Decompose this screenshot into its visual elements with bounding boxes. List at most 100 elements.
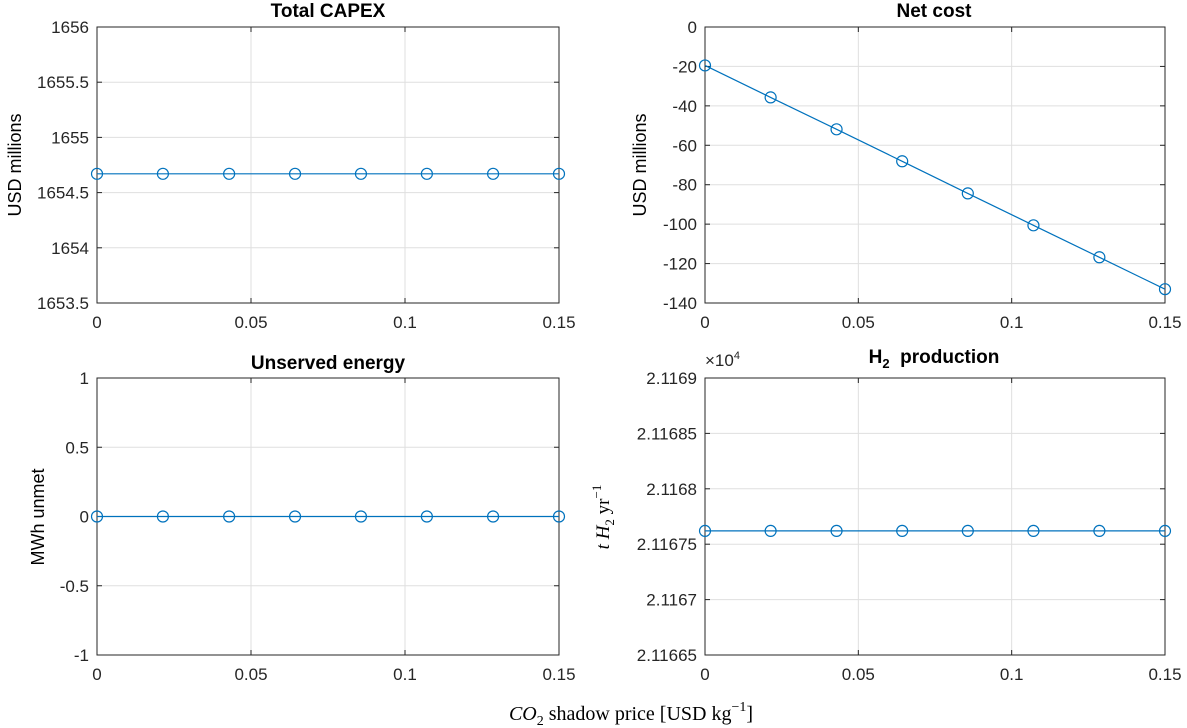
title-rest: production <box>890 347 1000 368</box>
data-point <box>1093 251 1106 264</box>
data-point <box>830 123 843 136</box>
y-tick-label: 1655.5 <box>37 73 89 92</box>
data-point <box>830 524 843 538</box>
y-tick-label: -0.5 <box>60 577 89 596</box>
y-tick-label: 2.11665 <box>637 646 697 665</box>
xlabel-close: ] <box>746 703 753 725</box>
x-axis-label: CO2 shadow price [USD kg−1] <box>509 700 753 728</box>
y-tick-label: 0 <box>80 508 89 527</box>
data-point <box>156 167 170 180</box>
xlabel-superscript: −1 <box>731 700 746 715</box>
x-tick-label: 0 <box>92 313 101 332</box>
panel-title: Net cost <box>897 1 973 22</box>
y-tick-label: 2.1168 <box>646 480 697 499</box>
data-point <box>156 510 170 523</box>
y-axis-label: USD millions <box>5 113 25 216</box>
panel-title: Total CAPEX <box>271 1 386 22</box>
y-tick-label: 1656 <box>51 18 89 37</box>
data-point <box>552 510 566 523</box>
ylabel-superscript: −1 <box>589 485 604 499</box>
data-point <box>552 167 566 180</box>
exponent-base: ×10 <box>705 351 734 370</box>
x-tick-label: 0.1 <box>1000 665 1024 684</box>
ylabel-subscript: 2 <box>602 519 617 526</box>
y-tick-label: 2.11675 <box>637 535 697 554</box>
y-tick-label: -1 <box>74 646 89 665</box>
title-main: H <box>869 347 883 368</box>
y-tick-label: -140 <box>663 294 697 313</box>
y-axis-label: t H2 yr−1 <box>589 485 617 550</box>
series-line <box>704 64 1166 290</box>
data-point <box>698 59 712 72</box>
data-point <box>1158 283 1172 296</box>
title-subscript: 2 <box>882 356 889 371</box>
data-point <box>354 167 368 180</box>
plot-area <box>705 27 1165 303</box>
y-tick-label: -120 <box>663 255 697 274</box>
x-tick-label: 0.1 <box>393 665 417 684</box>
data-point <box>961 524 974 538</box>
x-tick-label: 0 <box>700 665 709 684</box>
data-point <box>288 510 302 523</box>
data-point <box>698 524 712 538</box>
panel-net-cost: 0 0.05 0.1 0.15 -140 -120 -100 -80 -60 -40 -20 0 Net… <box>630 1 1182 332</box>
x-tick-label: 0.1 <box>393 313 417 332</box>
x-tick-label: 0.05 <box>842 665 875 684</box>
data-point <box>354 510 368 523</box>
panel-title: Unserved energy <box>251 353 406 374</box>
y-tick-label: 1655 <box>51 128 89 147</box>
x-tick-label: 0.15 <box>542 665 575 684</box>
xlabel-text: shadow price [USD kg <box>544 703 732 725</box>
x-tick-label: 0.1 <box>1000 313 1024 332</box>
data-point <box>90 510 104 523</box>
data-point <box>420 510 433 523</box>
x-tick-label: 0.15 <box>1148 665 1181 684</box>
y-tick-label: 1654 <box>51 239 89 258</box>
y-tick-label: -20 <box>672 57 697 76</box>
panel-h2-production: ×104 0 0.05 0.1 0.15 2.11665 2.1167 2.11675 2.1… <box>589 347 1182 684</box>
y-tick-label: 0 <box>688 18 697 37</box>
y-axis-label: USD millions <box>630 113 650 216</box>
y-tick-label: 2.1169 <box>646 369 697 388</box>
x-tick-label: 0 <box>92 665 101 684</box>
plot-area <box>705 378 1165 655</box>
y-tick-label: -60 <box>672 136 697 155</box>
x-tick-label: 0.15 <box>1148 313 1181 332</box>
y-tick-label: -100 <box>663 215 697 234</box>
data-point <box>896 524 909 538</box>
data-point <box>1093 524 1106 538</box>
y-tick-label: -40 <box>672 97 697 116</box>
data-point <box>961 187 974 200</box>
y-tick-label: 0.5 <box>65 438 89 457</box>
x-tick-label: 0.05 <box>842 313 875 332</box>
panel-unserved-energy: 0 0.05 0.1 0.15 -1 -0.5 0 0.5 1 Unserved energy MW… <box>28 353 576 684</box>
xlabel-prefix: CO <box>509 703 537 725</box>
exponent-power: 4 <box>734 350 740 362</box>
plot-area <box>97 27 559 303</box>
x-tick-label: 0.05 <box>234 313 267 332</box>
x-tick-label: 0 <box>700 313 709 332</box>
data-point <box>1158 524 1172 538</box>
data-point <box>896 155 909 168</box>
y-axis-label: MWh unmet <box>28 468 48 565</box>
xlabel-subscript: 2 <box>537 714 544 728</box>
data-point <box>223 167 236 180</box>
y-tick-label: 2.11685 <box>637 424 697 443</box>
ylabel-main: t H <box>593 524 614 549</box>
y-tick-label: 2.1167 <box>646 591 697 610</box>
data-point <box>90 167 104 180</box>
data-point <box>1027 219 1040 232</box>
data-point <box>223 510 236 523</box>
x-tick-label: 0.15 <box>542 313 575 332</box>
x-tick-label: 0.05 <box>234 665 267 684</box>
y-tick-label: 1653.5 <box>37 294 89 313</box>
data-point <box>420 167 433 180</box>
panel-title: H2 production <box>869 347 1000 371</box>
y-exponent-label: ×104 <box>705 350 740 370</box>
axes-box <box>704 26 1166 304</box>
panel-total-capex: 0 0.05 0.1 0.15 1653.5 1654 1654.5 1655 1655.5 16… <box>5 1 576 332</box>
axes-box <box>96 26 560 304</box>
data-point <box>764 91 777 104</box>
data-point <box>764 524 777 538</box>
